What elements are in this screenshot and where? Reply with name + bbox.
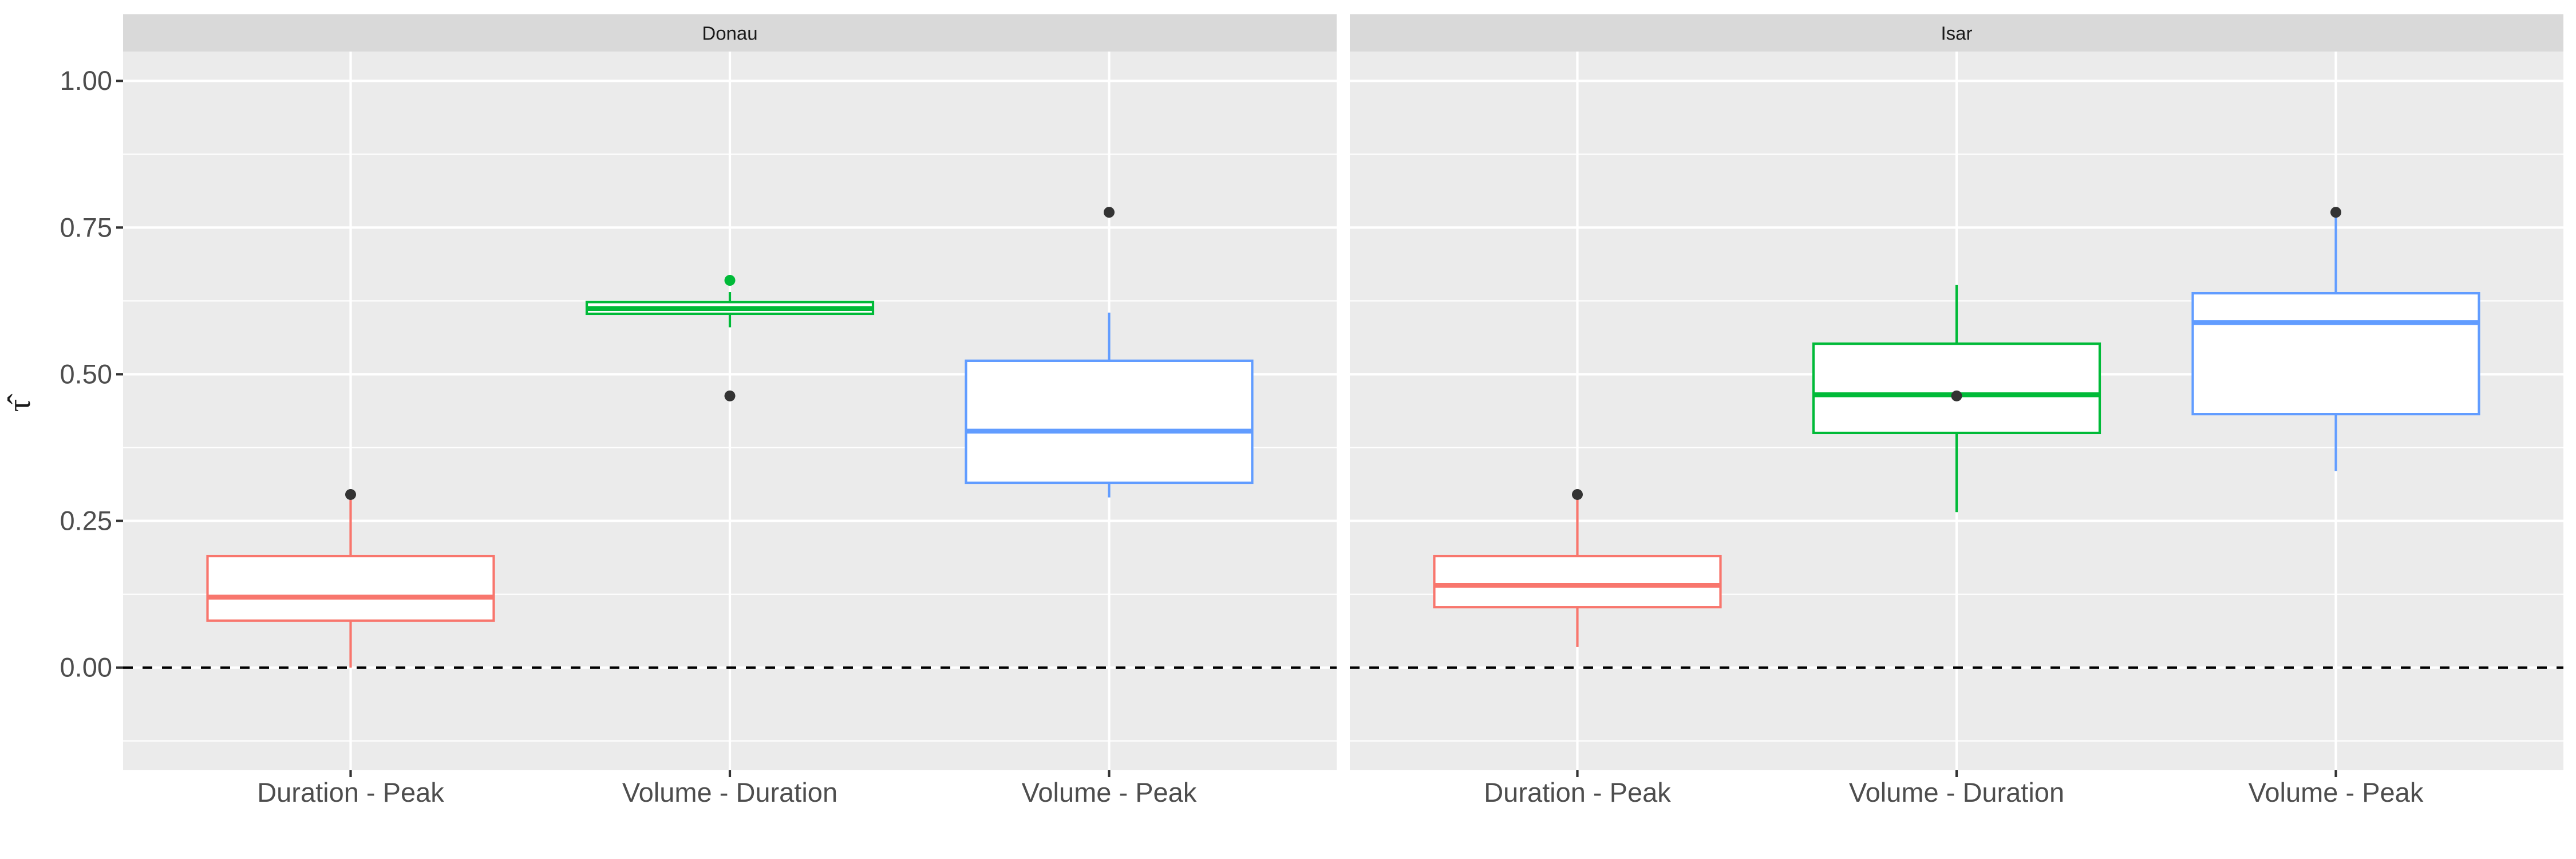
y-tick-label: 0.00 xyxy=(60,652,112,683)
box-volume-peak xyxy=(2191,207,2480,471)
y-axis: 0.00 0.25 0.50 0.75 1.00 xyxy=(60,65,123,683)
panels-layer: Donau Duration - Peak Volume - Duration Vol… xyxy=(123,14,2563,807)
outlier-point xyxy=(1951,390,1962,401)
iqr-box xyxy=(2191,291,2480,416)
x-tick-label: Duration - Peak xyxy=(1484,777,1671,807)
iqr-box xyxy=(206,554,495,622)
outlier-point xyxy=(2330,207,2341,218)
y-axis-title: τ̂ xyxy=(2,394,37,412)
outlier-point xyxy=(724,275,736,286)
x-tick-label: Volume - Duration xyxy=(1849,777,2064,807)
box-volume-duration xyxy=(1812,285,2101,513)
box-duration-peak xyxy=(1433,488,1722,647)
outlier-point xyxy=(345,488,356,500)
facet-strip xyxy=(123,14,1337,52)
x-tick-label: Volume - Peak xyxy=(2249,777,2424,807)
y-tick-label: 0.75 xyxy=(60,212,112,242)
x-tick-label: Duration - Peak xyxy=(257,777,444,807)
iqr-box xyxy=(1812,342,2101,435)
iqr-box xyxy=(965,359,1254,484)
box-volume-peak xyxy=(965,207,1254,498)
outlier-point xyxy=(1572,488,1583,500)
facet-strip-label: Donau xyxy=(702,23,757,44)
box-duration-peak xyxy=(206,488,495,668)
box-volume-duration xyxy=(585,275,875,401)
x-tick-label: Volume - Peak xyxy=(1022,777,1197,807)
y-tick-label: 1.00 xyxy=(60,65,112,96)
outlier-point xyxy=(724,390,736,401)
panel-isar: Isar Duration - Peak Volume - Duration Volu… xyxy=(1350,14,2563,807)
panel-donau: Donau Duration - Peak Volume - Duration Vol… xyxy=(123,14,1337,807)
y-tick-label: 0.50 xyxy=(60,358,112,389)
iqr-box xyxy=(1433,554,1722,609)
facet-strip-label: Isar xyxy=(1941,23,1972,44)
y-tick-label: 0.25 xyxy=(60,506,112,536)
x-tick-label: Volume - Duration xyxy=(622,777,837,807)
facet-strip xyxy=(1350,14,2563,52)
outlier-point xyxy=(1104,207,1115,218)
